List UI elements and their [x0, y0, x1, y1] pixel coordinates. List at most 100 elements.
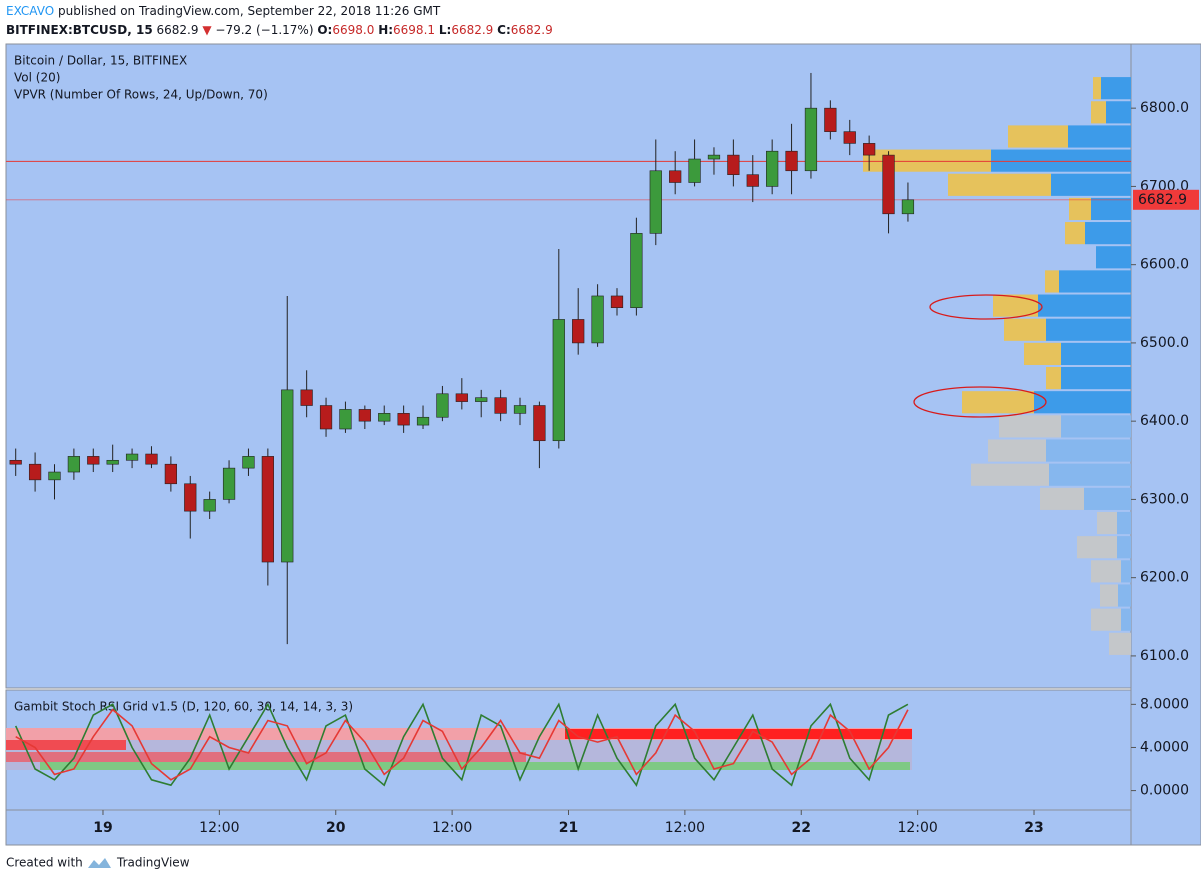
vpvr-up [1118, 584, 1131, 607]
candle-body [339, 409, 352, 430]
candle-body [649, 170, 662, 234]
candle-body [455, 393, 468, 402]
candle-body [48, 471, 61, 481]
candle-body [242, 456, 255, 469]
vpvr-up [1061, 342, 1131, 365]
vpvr-down [1093, 77, 1101, 100]
y-tick-label: 6800.0 [1140, 100, 1189, 116]
vpvr-down [971, 463, 1049, 486]
vpvr-up [1046, 318, 1131, 341]
vpvr-up [1061, 367, 1131, 390]
candle-body [785, 150, 798, 172]
vpvr-up [1091, 197, 1131, 221]
vpvr-down [1046, 367, 1061, 390]
vpvr-up [1101, 77, 1131, 100]
candle-body [766, 150, 779, 187]
stoch-line [14, 702, 909, 787]
candle-body [397, 413, 410, 426]
vpvr-up [1059, 270, 1131, 293]
vpvr-up [1117, 536, 1131, 559]
y-tick-label: 4.0000 [1140, 739, 1189, 755]
o-label: O: [317, 23, 332, 37]
author: EXCAVO [6, 4, 54, 18]
vpvr-down [863, 149, 991, 172]
x-tick-label: 12:00 [665, 820, 705, 836]
candle-body [222, 467, 236, 500]
heat-band [6, 740, 126, 750]
y-tick-label: 0.0000 [1140, 783, 1189, 799]
stoch-line [15, 708, 909, 781]
candle-body [281, 389, 294, 563]
change: −79.2 (−1.17%) [215, 23, 313, 37]
vpvr-down [1077, 536, 1117, 559]
candle-body [882, 154, 895, 215]
vpvr-up [1046, 439, 1131, 462]
c-value: 6682.9 [511, 23, 553, 37]
legend-item: VPVR (Number Of Rows, 24, Up/Down, 70) [14, 88, 268, 102]
candle-body [494, 397, 507, 414]
vpvr-up [1084, 487, 1131, 510]
vpvr-up [1038, 294, 1131, 317]
l-value: 6682.9 [451, 23, 493, 37]
vpvr-up [1034, 391, 1131, 414]
vpvr-up [1117, 511, 1131, 535]
y-tick-label: 6600.0 [1140, 257, 1189, 273]
y-tick-label: 6300.0 [1140, 491, 1189, 507]
footer-created: Created with [6, 856, 83, 870]
published: published on TradingView.com, September … [58, 4, 441, 18]
header-line2: BITFINEX:BTCUSD, 15 6682.9 ▼ −79.2 (−1.1… [6, 23, 553, 37]
candle-body [630, 233, 643, 309]
candle-body [9, 459, 22, 465]
x-tick-label: 19 [93, 820, 112, 836]
vpvr-up [1106, 101, 1131, 124]
candle-body [572, 319, 585, 344]
y-tick-label: 6200.0 [1140, 570, 1189, 586]
vpvr-down [1091, 101, 1106, 124]
last-price-label: 6682.9 [1138, 192, 1187, 208]
price-axis [1130, 43, 1201, 846]
y-tick-label: 6500.0 [1140, 335, 1189, 351]
down-arrow: ▼ [202, 23, 212, 37]
candle-body [901, 199, 915, 215]
candle-body [436, 393, 449, 418]
vpvr-up [991, 149, 1131, 172]
o-value: 6698.0 [332, 23, 374, 37]
vpvr-up [1096, 246, 1131, 269]
vpvr-up [1068, 125, 1131, 148]
x-tick-label: 22 [792, 820, 811, 836]
vpvr-down [1069, 197, 1091, 221]
tv-logo [88, 858, 111, 868]
logo-shape [88, 858, 111, 868]
candle-body [203, 499, 216, 512]
candle-body [610, 295, 624, 309]
annotation-ellipse [913, 386, 1047, 418]
rsi-title: Gambit Stoch RSI Grid v1.5 (D, 120, 60, … [14, 700, 353, 714]
candle-body [319, 405, 333, 430]
x-tick-label: 23 [1024, 820, 1043, 836]
candle-body [300, 389, 313, 406]
vpvr-down [948, 173, 1051, 196]
vpvr-down [1008, 125, 1068, 148]
x-tick-label: 12:00 [432, 820, 472, 836]
candle-body [804, 107, 818, 172]
vpvr-down [1097, 511, 1117, 535]
candle-body [843, 131, 856, 144]
candle-body [727, 154, 740, 175]
vpvr-down [1109, 632, 1131, 655]
vpvr-down [1045, 270, 1059, 293]
candle-body [184, 483, 197, 512]
candle-body [669, 170, 682, 183]
candle-body [261, 456, 274, 563]
vpvr-down [988, 439, 1046, 462]
vpvr-down [993, 294, 1038, 317]
x-tick-label: 12:00 [199, 820, 239, 836]
y-tick-label: 6400.0 [1140, 413, 1189, 429]
footer-brand: TradingView [116, 856, 190, 870]
vpvr-up [1061, 415, 1131, 438]
vpvr-down [1004, 318, 1046, 341]
candle-body [67, 456, 81, 473]
y-tick-label: 8.0000 [1140, 696, 1189, 712]
candle-body [416, 416, 430, 426]
x-tick-label: 21 [559, 820, 578, 836]
candle-body [707, 154, 721, 160]
